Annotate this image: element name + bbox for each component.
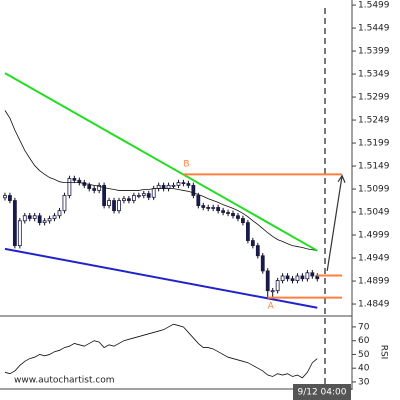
candle-body [275, 280, 280, 292]
candle-body [32, 215, 37, 219]
y-tick-label: 1.5299 [358, 93, 390, 103]
moving-average [4, 110, 318, 252]
candle-body [107, 200, 111, 207]
candle-body [127, 198, 131, 201]
y-tick-label: 1.5399 [358, 47, 390, 57]
candle-body [290, 278, 295, 281]
rsi-tick-label: 60 [358, 336, 370, 346]
candle-body [285, 275, 290, 280]
candle-body [117, 200, 121, 212]
candle-body [305, 272, 310, 280]
arrow-head [337, 174, 346, 183]
candle-body [146, 193, 151, 198]
y-tick-label: 1.4999 [358, 231, 390, 241]
candle-body [241, 218, 245, 224]
candle-body [47, 218, 52, 222]
y-tick-label: 1.5049 [358, 208, 390, 218]
candle-body [191, 184, 196, 196]
candle-body [131, 195, 136, 201]
candle-body [62, 195, 67, 212]
y-tick-label: 1.5449 [358, 24, 390, 34]
pattern-point-label: B [183, 160, 189, 170]
candle-body [17, 220, 22, 247]
candle-body [27, 215, 32, 219]
candle-body [8, 195, 12, 201]
rsi-tick-label: 40 [358, 364, 370, 374]
rsi-tick-label: 30 [358, 377, 370, 387]
y-tick-label: 1.5349 [358, 70, 390, 80]
rsi-tick-label: 70 [358, 322, 370, 332]
trend-line [4, 72, 318, 252]
candle-body [176, 182, 181, 186]
rsi-line [4, 323, 318, 379]
y-tick-label: 1.5099 [358, 185, 390, 195]
y-tick-label: 1.4849 [358, 300, 390, 310]
candle-body [255, 245, 260, 257]
candle-body [156, 184, 161, 189]
candle-body [231, 213, 235, 217]
candle-body [42, 220, 47, 224]
date-box [293, 384, 351, 400]
pattern-point-label: A [268, 301, 275, 311]
candle-body [67, 178, 72, 196]
y-tick-label: 1.4949 [358, 254, 390, 264]
y-tick-label: 1.4899 [358, 277, 390, 287]
candle-body [201, 205, 206, 208]
candle-body [141, 193, 146, 196]
candle-body [300, 275, 305, 280]
rsi-tick-label: 50 [358, 350, 370, 360]
candle-body [280, 275, 285, 281]
candle-body [221, 210, 225, 213]
trend-line [4, 247, 318, 309]
candle-body [112, 200, 116, 212]
y-tick-label: 1.5199 [358, 139, 390, 149]
candle-body [250, 240, 255, 247]
candle-body [72, 178, 77, 181]
candle-body [206, 207, 211, 209]
watermark: www.autochartist.com [14, 376, 115, 386]
candle-body [181, 182, 186, 185]
forecast-arrow [326, 175, 343, 272]
y-tick-label: 1.5149 [358, 162, 390, 172]
candle-body [216, 207, 221, 212]
candle-body [245, 222, 250, 241]
rsi-label: RSI [379, 345, 389, 360]
y-tick-label: 1.5249 [358, 116, 390, 126]
candle-body [102, 184, 107, 207]
candle-body [3, 195, 7, 199]
candle-body [37, 215, 42, 224]
candle-body [236, 215, 240, 219]
candle-body [12, 200, 17, 247]
candle-body [171, 184, 176, 187]
candle-body [97, 184, 102, 191]
candle-body [136, 195, 141, 197]
candle-body [151, 188, 156, 198]
candle-body [161, 184, 166, 189]
candle-body [52, 215, 57, 219]
candle-body [295, 275, 300, 281]
candle-body [186, 183, 191, 186]
candle-body [57, 210, 62, 217]
candle-body [196, 195, 201, 207]
candle-body [265, 270, 270, 292]
y-tick-label: 1.5499 [358, 1, 390, 11]
candle-body [166, 184, 171, 189]
candle-body [122, 198, 126, 201]
candle-body [260, 255, 265, 272]
candle-body [270, 290, 275, 293]
candle-body [92, 188, 97, 191]
candle-body [226, 212, 230, 214]
candle-body [87, 184, 92, 189]
candle-body [22, 215, 27, 222]
candle-body [211, 207, 216, 209]
candle-body [310, 272, 315, 277]
date-label: 9/12 04:00 [297, 388, 346, 398]
